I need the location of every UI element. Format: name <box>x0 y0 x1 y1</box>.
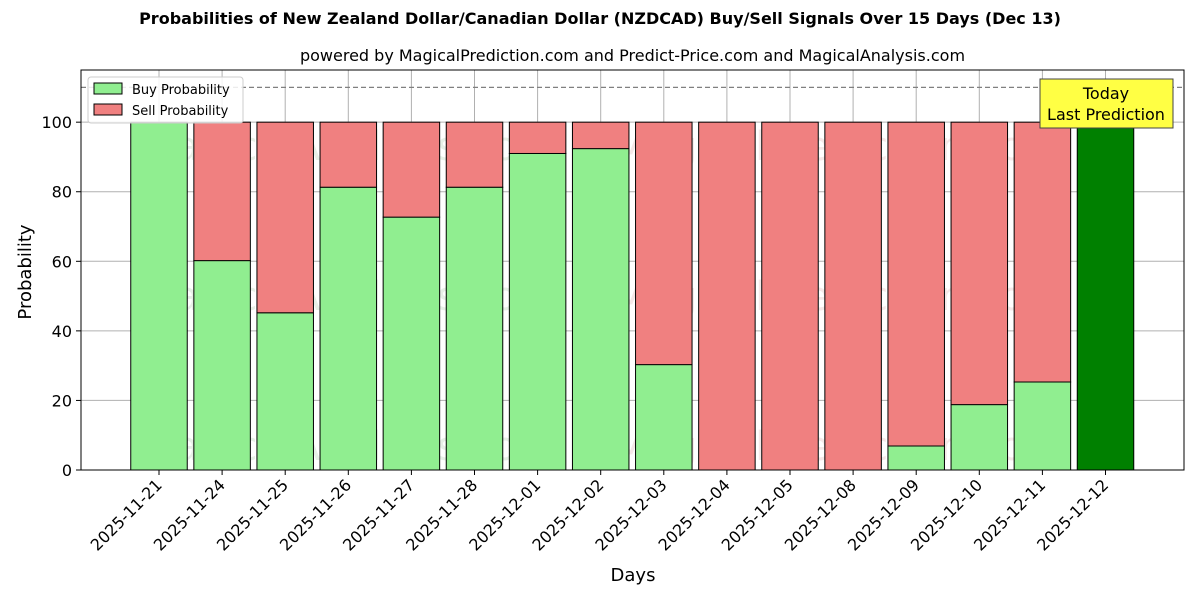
y-tick-label: 60 <box>52 252 72 271</box>
bar-buy <box>193 260 251 471</box>
today-label-box <box>1039 78 1174 129</box>
chart-subtitle: powered by MagicalPrediction.com and Pre… <box>299 46 966 65</box>
bar-sell <box>698 121 756 471</box>
legend-box <box>87 76 244 124</box>
y-tick-label: 80 <box>52 183 72 202</box>
legend: Buy Probability Sell Probability <box>87 76 244 124</box>
y-tick-label: 40 <box>52 322 72 341</box>
bar-sell <box>508 121 567 154</box>
bar-sell <box>887 121 945 447</box>
bar-sell <box>950 121 1009 406</box>
legend-label: Sell Probability <box>132 104 229 119</box>
bar-buy <box>256 312 314 471</box>
bar-sell <box>761 121 819 471</box>
legend-label: Buy Probability <box>132 83 230 98</box>
x-axis-ticks: 2025-11-212025-11-242025-11-252025-11-26… <box>87 470 1112 555</box>
bar-buy <box>319 186 378 471</box>
bars <box>130 121 1135 471</box>
bar-buy <box>950 404 1009 471</box>
legend-swatch <box>93 82 123 95</box>
bar-sell <box>256 121 314 314</box>
y-tick-label: 20 <box>52 391 72 410</box>
bar-buy <box>508 152 567 471</box>
bar-buy <box>445 186 504 471</box>
y-axis-label: Probability <box>15 224 36 319</box>
bar-sell <box>1013 121 1072 383</box>
y-tick-label: 0 <box>62 461 72 480</box>
bar-buy <box>887 445 945 471</box>
today-label-text: Today <box>1082 84 1129 103</box>
bar-sell <box>824 121 882 471</box>
x-axis-label: Days <box>611 565 656 586</box>
bar-buy <box>1013 381 1072 471</box>
y-tick-label: 100 <box>41 113 72 132</box>
y-axis-ticks: 0 20 40 60 80 100 <box>41 113 81 480</box>
bar-buy <box>635 364 693 471</box>
bar-buy <box>1076 121 1135 471</box>
today-label-text: Last Prediction <box>1047 105 1165 124</box>
bar-buy <box>130 121 188 471</box>
plot-frame <box>80 69 1185 471</box>
legend-swatch <box>93 103 123 116</box>
today-annotation: Today Last Prediction <box>1039 78 1174 129</box>
bar-buy <box>382 216 441 471</box>
bar-sell <box>635 121 693 366</box>
chart-title: Probabilities of New Zealand Dollar/Cana… <box>139 9 1061 28</box>
bar-sell <box>193 121 251 262</box>
bar-sell <box>571 121 630 150</box>
bar-buy <box>571 148 630 471</box>
bar-sell <box>319 121 378 188</box>
bar-sell <box>382 121 441 218</box>
bar-sell <box>445 121 504 188</box>
